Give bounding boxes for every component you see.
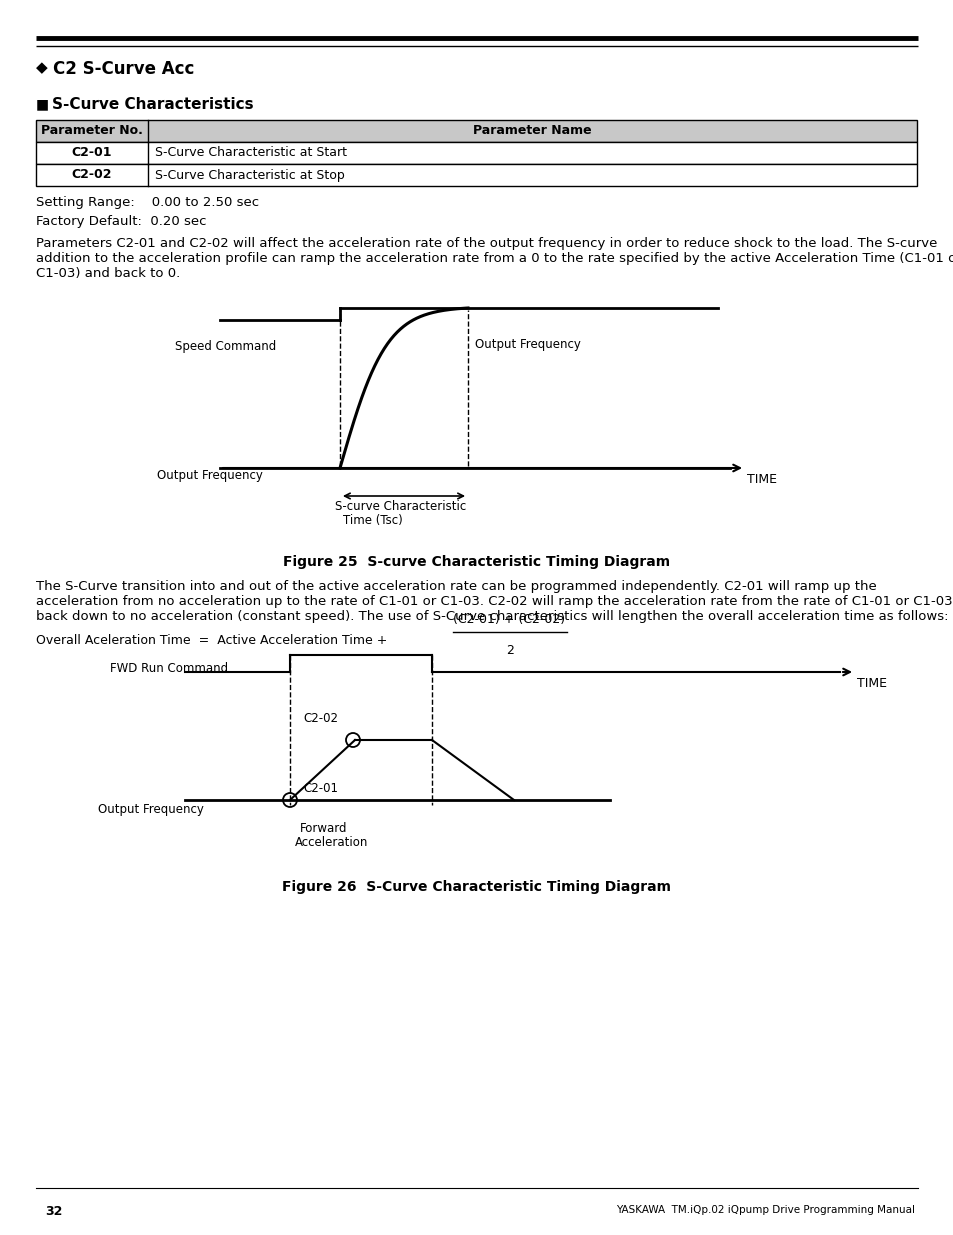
Text: Acceleration: Acceleration: [294, 836, 368, 848]
Text: Forward: Forward: [299, 823, 347, 835]
Text: C2-01: C2-01: [71, 147, 112, 159]
Bar: [36, 120, 916, 142]
Text: (C2-01) + (C2-02): (C2-01) + (C2-02): [453, 613, 564, 626]
Text: ◆: ◆: [36, 61, 48, 75]
Text: Parameter No.: Parameter No.: [41, 125, 143, 137]
Text: Parameters C2-01 and C2-02 will affect the acceleration rate of the output frequ: Parameters C2-01 and C2-02 will affect t…: [36, 237, 937, 249]
Text: acceleration from no acceleration up to the rate of C1-01 or C1-03. C2-02 will r: acceleration from no acceleration up to …: [36, 595, 952, 608]
Text: Time (Tsc): Time (Tsc): [343, 514, 402, 527]
Text: TIME: TIME: [856, 677, 886, 690]
Text: S-Curve Characteristics: S-Curve Characteristics: [52, 98, 253, 112]
Bar: [36, 142, 916, 164]
Text: YASKAWA  TM.iQp.02 iQpump Drive Programming Manual: YASKAWA TM.iQp.02 iQpump Drive Programmi…: [616, 1205, 914, 1215]
Text: C1-03) and back to 0.: C1-03) and back to 0.: [36, 267, 180, 280]
Text: C2 S-Curve Acc: C2 S-Curve Acc: [53, 61, 194, 78]
Text: Figure 26  S-Curve Characteristic Timing Diagram: Figure 26 S-Curve Characteristic Timing …: [282, 881, 671, 894]
Text: Setting Range:    0.00 to 2.50 sec: Setting Range: 0.00 to 2.50 sec: [36, 196, 259, 209]
Text: Overall Aceleration Time  =  Active Acceleration Time +: Overall Aceleration Time = Active Accele…: [36, 634, 391, 647]
Text: S-curve Characteristic: S-curve Characteristic: [335, 500, 466, 513]
Text: C2-02: C2-02: [71, 168, 112, 182]
Text: ■: ■: [36, 98, 49, 111]
Text: S-Curve Characteristic at Start: S-Curve Characteristic at Start: [154, 147, 347, 159]
Text: S-Curve Characteristic at Stop: S-Curve Characteristic at Stop: [154, 168, 344, 182]
Text: back down to no acceleration (constant speed). The use of S-Curve characteristic: back down to no acceleration (constant s…: [36, 610, 947, 622]
Text: Output Frequency: Output Frequency: [157, 469, 263, 482]
Text: addition to the acceleration profile can ramp the acceleration rate from a 0 to : addition to the acceleration profile can…: [36, 252, 953, 266]
Text: Parameter Name: Parameter Name: [473, 125, 591, 137]
Text: C2-01: C2-01: [303, 782, 337, 795]
Text: C2-02: C2-02: [303, 713, 337, 725]
Text: The S-Curve transition into and out of the active acceleration rate can be progr: The S-Curve transition into and out of t…: [36, 580, 876, 593]
Text: 32: 32: [45, 1205, 62, 1218]
Bar: [36, 164, 916, 186]
Text: 2: 2: [505, 643, 514, 657]
Text: FWD Run Command: FWD Run Command: [110, 662, 228, 676]
Text: Figure 25  S-curve Characteristic Timing Diagram: Figure 25 S-curve Characteristic Timing …: [283, 555, 670, 569]
Text: Output Frequency: Output Frequency: [98, 803, 204, 816]
Text: Speed Command: Speed Command: [174, 340, 276, 353]
Text: Output Frequency: Output Frequency: [475, 338, 580, 351]
Text: Factory Default:  0.20 sec: Factory Default: 0.20 sec: [36, 215, 206, 228]
Text: TIME: TIME: [746, 473, 776, 487]
